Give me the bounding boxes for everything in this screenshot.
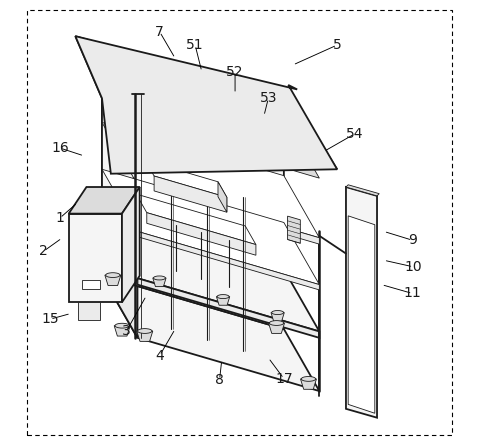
Ellipse shape xyxy=(115,323,129,328)
Polygon shape xyxy=(102,122,319,238)
Polygon shape xyxy=(346,185,379,196)
Text: 52: 52 xyxy=(226,65,244,79)
Polygon shape xyxy=(217,296,230,305)
Polygon shape xyxy=(137,331,153,341)
Polygon shape xyxy=(114,326,130,336)
Polygon shape xyxy=(122,187,140,302)
Text: 5: 5 xyxy=(333,38,342,52)
Text: 15: 15 xyxy=(41,312,59,326)
Text: 17: 17 xyxy=(275,372,293,386)
Polygon shape xyxy=(154,176,227,212)
Text: 54: 54 xyxy=(346,127,364,141)
Ellipse shape xyxy=(269,321,284,325)
Text: 3: 3 xyxy=(122,324,131,338)
Polygon shape xyxy=(82,280,100,289)
Polygon shape xyxy=(271,312,285,321)
Polygon shape xyxy=(102,63,137,338)
Ellipse shape xyxy=(153,276,165,280)
Polygon shape xyxy=(78,302,100,320)
Polygon shape xyxy=(68,187,140,214)
Text: 10: 10 xyxy=(405,260,422,274)
Polygon shape xyxy=(300,379,317,389)
Polygon shape xyxy=(287,216,300,243)
Text: 16: 16 xyxy=(51,141,68,155)
Text: 9: 9 xyxy=(408,233,417,247)
Text: 4: 4 xyxy=(155,348,164,363)
Ellipse shape xyxy=(106,273,120,278)
Polygon shape xyxy=(218,182,227,212)
Polygon shape xyxy=(75,36,337,169)
Ellipse shape xyxy=(301,376,316,381)
Ellipse shape xyxy=(217,295,229,299)
Polygon shape xyxy=(348,216,375,413)
Polygon shape xyxy=(137,231,319,290)
Polygon shape xyxy=(105,275,121,286)
Polygon shape xyxy=(102,216,137,285)
Polygon shape xyxy=(102,216,319,332)
Polygon shape xyxy=(102,63,319,178)
Polygon shape xyxy=(346,187,377,418)
Polygon shape xyxy=(75,36,337,174)
Polygon shape xyxy=(147,213,256,255)
Polygon shape xyxy=(145,161,227,197)
Polygon shape xyxy=(137,185,319,244)
Text: 7: 7 xyxy=(155,25,164,39)
Text: 53: 53 xyxy=(260,91,277,105)
Text: 1: 1 xyxy=(56,211,64,225)
Polygon shape xyxy=(102,63,284,329)
Text: 8: 8 xyxy=(215,373,224,387)
Polygon shape xyxy=(137,278,319,338)
Polygon shape xyxy=(68,214,122,302)
Text: 51: 51 xyxy=(186,38,204,52)
Text: 2: 2 xyxy=(39,244,48,259)
Text: 11: 11 xyxy=(404,287,422,300)
Polygon shape xyxy=(153,278,166,287)
Ellipse shape xyxy=(137,328,152,333)
Polygon shape xyxy=(102,276,319,391)
Polygon shape xyxy=(269,323,285,333)
Polygon shape xyxy=(102,169,319,285)
Ellipse shape xyxy=(272,311,284,315)
Polygon shape xyxy=(136,194,256,245)
